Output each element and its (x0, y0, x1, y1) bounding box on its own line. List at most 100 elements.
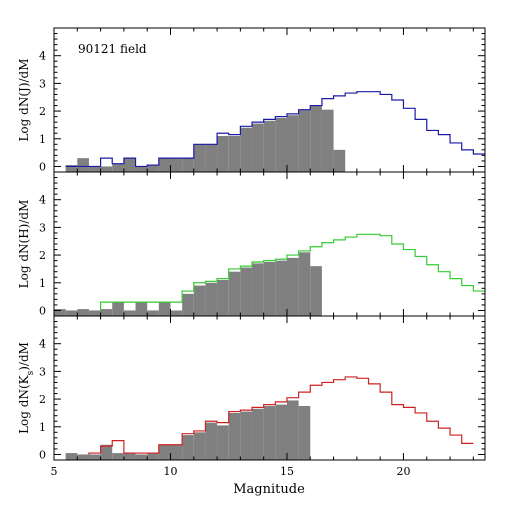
histogram-bar (77, 309, 89, 316)
histogram-bar (170, 444, 183, 460)
histogram-bar (77, 158, 89, 172)
x-tick-label: 20 (396, 465, 410, 478)
histogram-bar (170, 158, 183, 172)
y-tick-label: 4 (39, 338, 46, 351)
y-tick-label: 0 (39, 160, 46, 173)
y-tick-label: 1 (39, 421, 46, 434)
y-tick-label: 3 (39, 77, 46, 90)
outline-histogram (99, 233, 485, 311)
histogram-bar (240, 411, 253, 460)
histogram-bar (252, 123, 264, 172)
panel-annotation: 90121 field (78, 42, 147, 56)
y-tick-label: 1 (39, 133, 46, 146)
panel-2: 0 1 2 3 4 Log dN(H)/dM (17, 171, 486, 317)
y-tick-label: 3 (39, 221, 46, 234)
histogram-bar (158, 158, 171, 172)
histogram-bar (170, 310, 183, 316)
y-tick-label: 0 (39, 304, 46, 317)
histogram-bar (112, 302, 124, 316)
y-tick-label: 2 (39, 249, 46, 262)
histogram-outline-line (65, 91, 485, 168)
y-tick-label: 4 (39, 50, 46, 63)
histogram-bar (135, 454, 148, 460)
histogram-bar (193, 144, 206, 172)
x-tick-label: 15 (280, 465, 294, 478)
outline-histogram (88, 376, 474, 455)
histogram-outline-line (88, 376, 474, 455)
histogram-bar (88, 454, 101, 460)
x-tick-label: 10 (163, 465, 177, 478)
histogram-bar (310, 266, 322, 316)
histogram-bar (217, 280, 229, 316)
histogram-bar (240, 127, 253, 172)
histogram-bar (100, 444, 113, 460)
histogram-bar (275, 260, 287, 316)
histogram-bar (100, 166, 113, 172)
histogram-bar (135, 166, 148, 172)
histogram-bar (112, 453, 124, 460)
histogram-bar (275, 404, 287, 460)
histogram-bar (135, 302, 148, 316)
histogram-bar (54, 309, 66, 316)
histogram-bar (77, 454, 89, 460)
histogram-bar (100, 309, 113, 316)
histogram-bar (228, 271, 241, 316)
histogram-bar (88, 166, 101, 172)
filled-histogram (65, 400, 311, 460)
histogram-bar (228, 412, 241, 460)
histogram-bar (286, 115, 299, 172)
histogram-bar (182, 435, 194, 460)
histogram-bar (88, 310, 101, 316)
histogram-bar (298, 109, 311, 172)
y-axis-label: Log dN(Ks)/dM (17, 342, 36, 434)
histogram-bar (158, 302, 171, 316)
histogram-bar (252, 263, 264, 316)
histogram-bar (217, 136, 229, 172)
histogram-bar (205, 282, 218, 316)
y-axis-label: Log dN(H)/dM (17, 200, 31, 289)
histogram-bar (240, 267, 253, 316)
y-tick-label: 3 (39, 365, 46, 378)
histogram-bar (123, 158, 136, 172)
panel-1: 0 1 2 3 4 Log dN(J)/dM 90121 field (17, 27, 486, 173)
y-tick-label: 4 (39, 194, 46, 207)
y-tick-label: 1 (39, 277, 46, 290)
histogram-bar (275, 118, 287, 172)
histogram-bar (298, 406, 311, 460)
histogram-bar (158, 444, 171, 460)
histogram-bar (263, 406, 276, 460)
histogram-bar (182, 293, 194, 316)
histogram-bar (147, 310, 159, 316)
filled-histogram (65, 105, 346, 172)
histogram-bar (65, 310, 78, 316)
y-tick-label: 2 (39, 105, 46, 118)
histogram-bar (112, 163, 124, 172)
histogram-outline-line (99, 233, 485, 311)
histogram-bar (321, 109, 334, 172)
histogram-bar (252, 408, 264, 460)
histogram-bar (263, 262, 276, 316)
y-tick-label: 0 (39, 448, 46, 461)
x-axis: 5 10 15 20 (51, 465, 411, 478)
x-axis-label: Magnitude (233, 482, 305, 497)
y-axis-label: Log dN(J)/dM (17, 58, 31, 141)
histogram-bar (123, 453, 136, 460)
histogram-bar (182, 158, 194, 172)
histogram-bar (263, 120, 276, 172)
histogram-bar (298, 252, 311, 316)
histogram-bar (147, 165, 159, 172)
histogram-bar (65, 453, 78, 460)
outline-histogram (65, 91, 485, 168)
histogram-bar (205, 422, 218, 460)
histogram-bar (65, 165, 78, 172)
histogram-bar (217, 425, 229, 460)
histogram-bar (205, 144, 218, 172)
histogram-bar (123, 310, 136, 316)
histogram-bar (310, 105, 322, 172)
y-tick-label: 2 (39, 393, 46, 406)
histogram-bar (286, 400, 299, 460)
histogram-bar (147, 453, 159, 460)
